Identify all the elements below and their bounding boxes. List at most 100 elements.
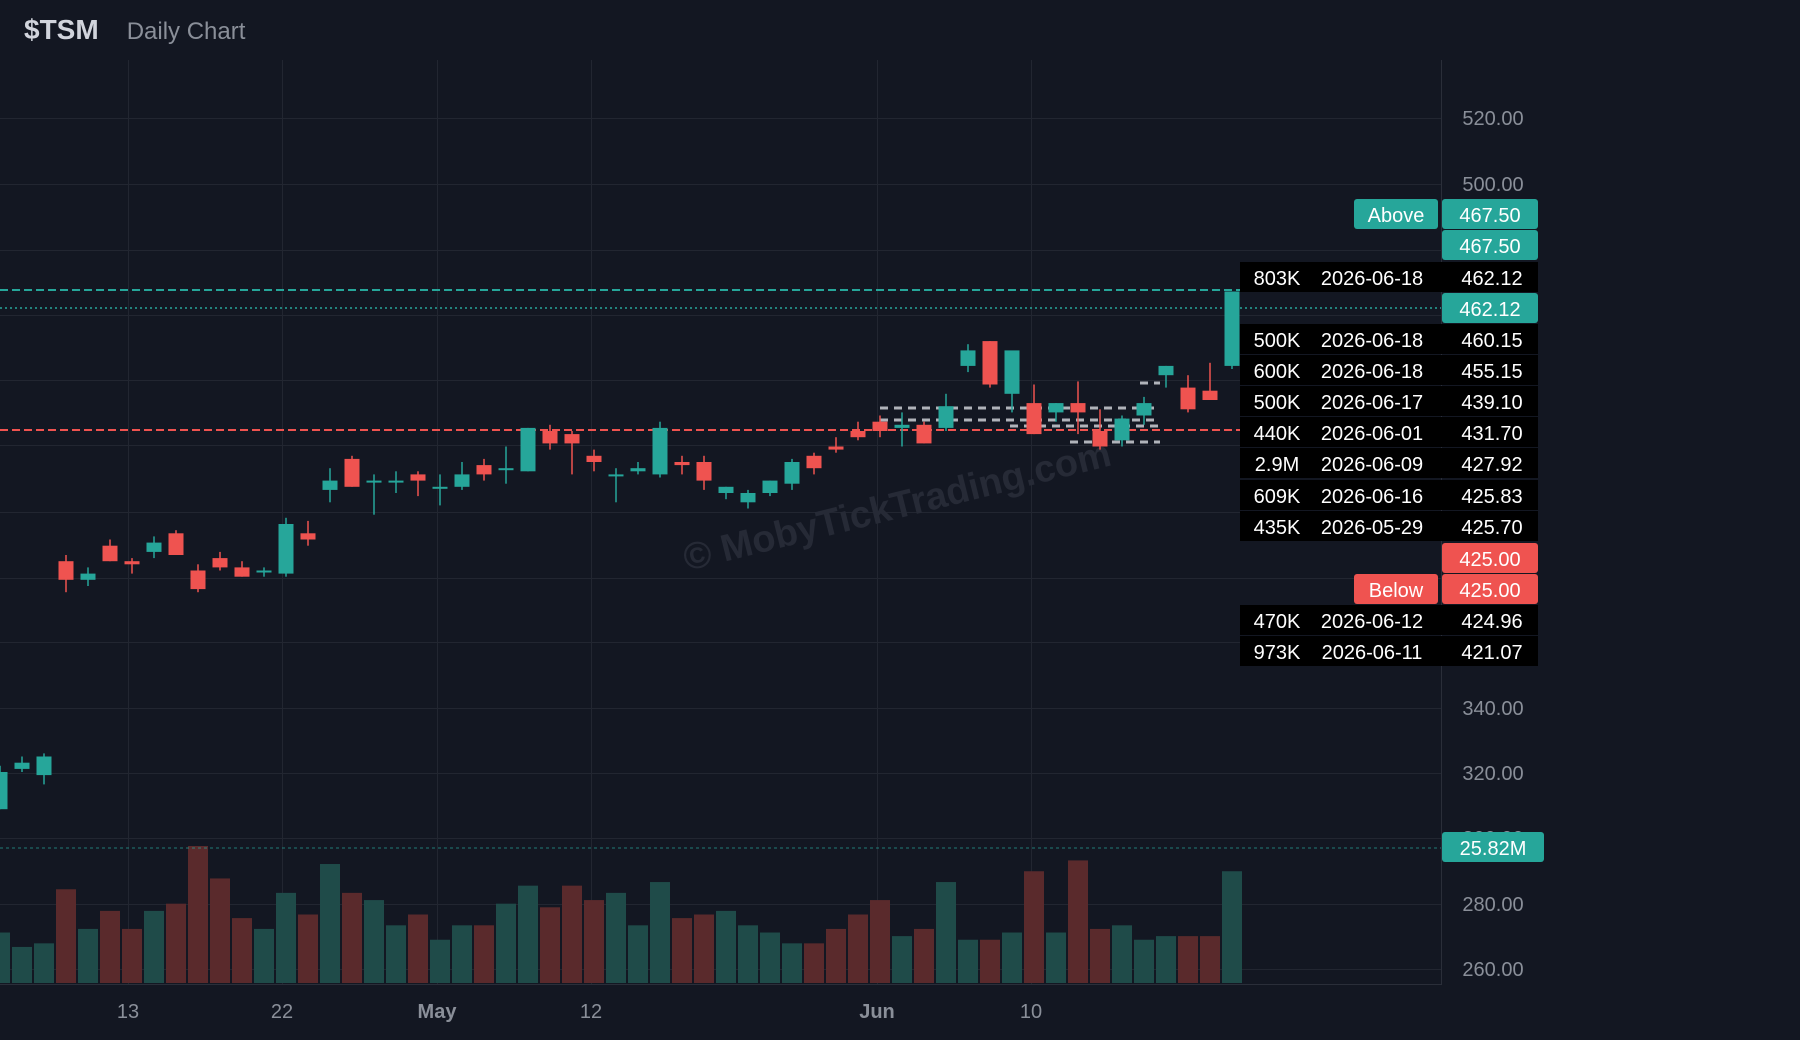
- volume-bar: [738, 925, 758, 983]
- block-trade-size: 973K: [1254, 642, 1301, 664]
- price-tag-text: 425.00: [1459, 549, 1520, 571]
- volume-bar: [980, 939, 1000, 983]
- grid-line-h: [0, 838, 1441, 839]
- volume-bar: [100, 910, 120, 983]
- price-tag-text: 467.50: [1459, 205, 1520, 227]
- grid-line-v: [877, 60, 878, 984]
- volume-bar: [804, 943, 824, 983]
- candle-body: [256, 570, 272, 573]
- grid-line-v: [437, 60, 438, 984]
- price-tick-label: 520.00: [1462, 108, 1523, 130]
- grid-line-h: [0, 578, 1441, 579]
- grid-line-h: [0, 118, 1441, 119]
- candle-body: [278, 524, 294, 574]
- block-trade-price: 421.07: [1461, 642, 1522, 664]
- volume-bar: [408, 914, 428, 983]
- candle-body: [762, 480, 778, 493]
- volume-bar: [694, 914, 714, 983]
- candle-body: [476, 465, 492, 475]
- candle-body: [916, 424, 932, 444]
- chart-header: $TSM Daily Chart: [24, 14, 245, 46]
- candle-body: [146, 542, 162, 552]
- grid-line-v: [282, 60, 283, 984]
- volume-bar: [958, 939, 978, 983]
- price-tick-label: 280.00: [1462, 894, 1523, 916]
- volume-bar: [276, 892, 296, 983]
- volume-bar: [760, 932, 780, 983]
- tag-below-text: Below: [1369, 580, 1424, 602]
- candle-body: [388, 480, 404, 483]
- grid-line-v: [128, 60, 129, 984]
- volume-bar: [892, 936, 912, 983]
- time-axis[interactable]: 13 22 May 12 Jun 10: [117, 1001, 1042, 1023]
- volume-bar: [584, 900, 604, 983]
- volume-bar: [518, 885, 538, 983]
- volume-bar: [540, 907, 560, 983]
- block-trade-size: 500K: [1254, 330, 1301, 352]
- grid-line-h: [0, 708, 1441, 709]
- candle-body: [212, 558, 228, 568]
- block-trade-size: 600K: [1254, 361, 1301, 383]
- volume-bar: [144, 910, 164, 983]
- volume-bar: [166, 903, 186, 983]
- block-trade-size: 435K: [1254, 517, 1301, 539]
- price-tick-label: 500.00: [1462, 174, 1523, 196]
- block-trade-size: 470K: [1254, 611, 1301, 633]
- volume-bar: [628, 925, 648, 983]
- price-tick-label: 320.00: [1462, 763, 1523, 785]
- grid-line-h: [0, 380, 1441, 381]
- price-tag-text: 467.50: [1459, 236, 1520, 258]
- volume-bar: [1046, 932, 1066, 983]
- volume-tag: [1442, 832, 1544, 862]
- volume-bar: [1090, 928, 1110, 983]
- candle-body: [586, 455, 602, 462]
- grid-line-h: [0, 512, 1441, 513]
- candle-body: [850, 431, 866, 438]
- volume-bar: [1178, 936, 1198, 983]
- candle-body: [234, 567, 250, 577]
- chart-period: Daily Chart: [126, 18, 246, 45]
- candle-body: [740, 493, 756, 503]
- candle-body: [1004, 350, 1020, 394]
- candle-body: [696, 462, 712, 481]
- block-trade-price: 455.15: [1461, 361, 1522, 383]
- volume-bar: [452, 925, 472, 983]
- candle-body: [1048, 403, 1064, 413]
- block-trade-price: 439.10: [1461, 392, 1522, 414]
- block-trade-row: [1240, 605, 1538, 635]
- time-tick-label: Jun: [859, 1001, 895, 1023]
- volume-bar: [672, 918, 692, 983]
- volume-bar: [1134, 939, 1154, 983]
- candle-body: [564, 434, 580, 444]
- volume-bar: [1200, 936, 1220, 983]
- candle-body: [498, 468, 514, 471]
- time-tick-label: 10: [1020, 1001, 1042, 1023]
- volume-bar: [1222, 871, 1242, 983]
- volume-bar: [0, 932, 10, 983]
- grid-line-h: [0, 250, 1441, 251]
- candle-body: [168, 533, 184, 555]
- candle-body: [894, 424, 910, 428]
- block-trade-date: 2026-06-17: [1321, 392, 1423, 414]
- block-trade-price: 431.70: [1461, 423, 1522, 445]
- block-trade-date: 2026-06-09: [1321, 454, 1423, 476]
- grid-line-h: [0, 445, 1441, 446]
- block-trade-row: [1240, 511, 1538, 541]
- candle-body: [608, 474, 624, 477]
- candle-body: [300, 533, 316, 540]
- grid-line-h: [0, 184, 1441, 185]
- volume-bar: [606, 892, 626, 983]
- volume-bar: [188, 846, 208, 983]
- grid-line-h: [0, 904, 1441, 905]
- block-trade-row: [1240, 324, 1538, 354]
- candle-body: [124, 561, 140, 565]
- candle-body: [36, 756, 52, 776]
- block-trade-row: [1240, 386, 1538, 416]
- block-trade-row: [1240, 417, 1538, 447]
- tag-above-badge: [1354, 199, 1438, 229]
- volume-bar: [12, 946, 32, 983]
- candle-body: [806, 455, 822, 469]
- price-tick-label: 340.00: [1462, 698, 1523, 720]
- volume-bar: [342, 892, 362, 983]
